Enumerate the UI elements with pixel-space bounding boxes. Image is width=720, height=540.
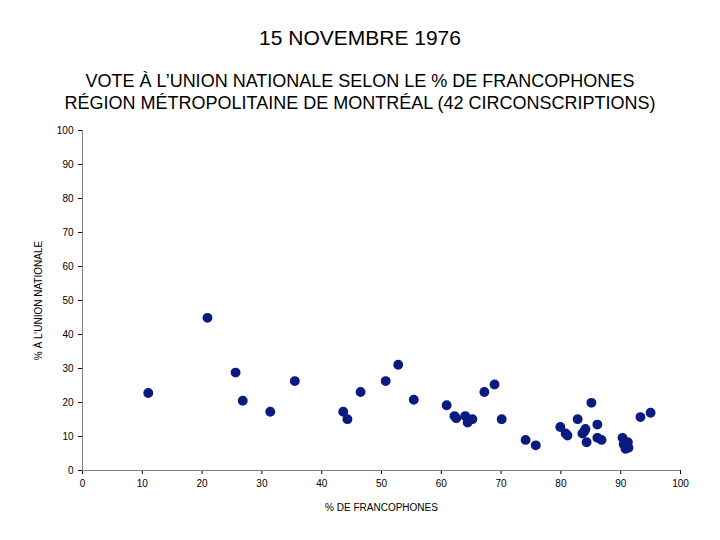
svg-text:70: 70 — [62, 227, 74, 238]
svg-text:% À L’UNION NATIONALE: % À L’UNION NATIONALE — [32, 241, 44, 361]
svg-text:10: 10 — [62, 431, 74, 442]
svg-text:90: 90 — [615, 478, 627, 489]
svg-text:% DE FRANCOPHONES: % DE FRANCOPHONES — [325, 502, 438, 513]
svg-text:20: 20 — [197, 478, 209, 489]
svg-text:10: 10 — [137, 478, 149, 489]
svg-text:50: 50 — [62, 295, 74, 306]
svg-text:60: 60 — [62, 261, 74, 272]
svg-text:80: 80 — [555, 478, 567, 489]
svg-text:40: 40 — [316, 478, 328, 489]
svg-text:20: 20 — [62, 397, 74, 408]
svg-text:50: 50 — [376, 478, 388, 489]
svg-text:100: 100 — [57, 125, 74, 136]
svg-text:0: 0 — [80, 478, 86, 489]
svg-text:100: 100 — [672, 478, 689, 489]
html-text:VOTE À L’UNION NATIONALE SELON: VOTE À L’UNION NATIONALE SELON LE % DE F… — [64, 71, 656, 113]
svg-text:30: 30 — [256, 478, 268, 489]
svg-text:30: 30 — [62, 363, 74, 374]
svg-text:80: 80 — [62, 193, 74, 204]
svg-text:40: 40 — [62, 329, 74, 340]
svg-text:90: 90 — [62, 159, 74, 170]
html-text:15 NOVEMBRE 1976: 15 NOVEMBRE 1976 — [259, 26, 461, 49]
svg-text:70: 70 — [496, 478, 508, 489]
svg-text:60: 60 — [436, 478, 448, 489]
svg-text:0: 0 — [68, 465, 74, 476]
